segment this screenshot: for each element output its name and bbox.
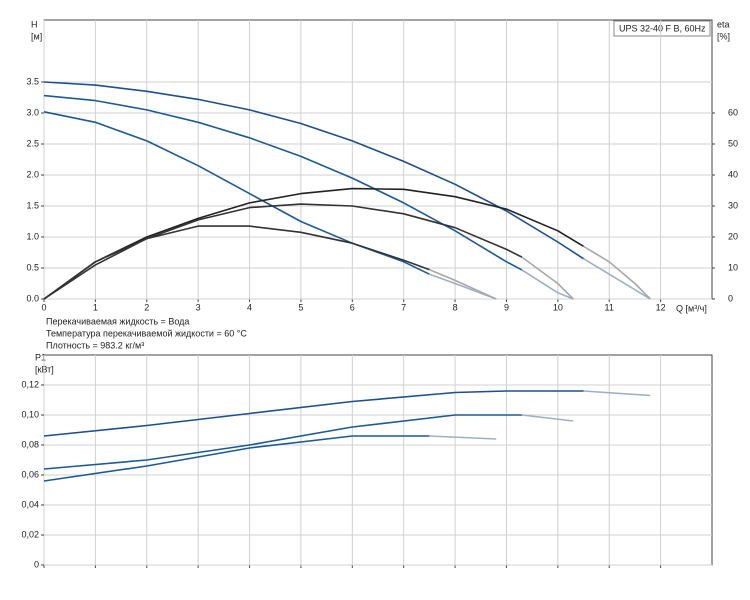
y2-tick-label: 60 — [728, 107, 738, 117]
note: Перекачиваемая жидкость = Вода — [46, 316, 189, 326]
curve — [521, 256, 574, 300]
x-label: Q [м³/ч] — [676, 303, 707, 313]
note: Плотность = 983.2 кг/м³ — [46, 340, 144, 350]
curve — [43, 111, 430, 275]
curve — [583, 390, 651, 397]
x-tick-label: 8 — [453, 302, 458, 312]
y-tick-label: 2.0 — [26, 169, 39, 179]
curve — [43, 414, 522, 470]
y2-tick-label: 10 — [728, 262, 738, 272]
y2-tick-label: 50 — [728, 138, 738, 148]
curve — [521, 414, 574, 422]
curve — [43, 435, 430, 482]
curve — [43, 81, 584, 260]
x-tick-label: 12 — [656, 302, 666, 312]
chart-title: UPS 32-40 F B, 60Hz — [619, 23, 706, 33]
curve — [43, 203, 523, 300]
x-tick-label: 10 — [553, 302, 563, 312]
y-label: P1 — [35, 352, 46, 362]
x-tick-label: 3 — [196, 302, 201, 312]
y-tick-label: 1.5 — [26, 200, 39, 210]
plot-frame — [43, 19, 713, 300]
x-tick-label: 2 — [144, 302, 149, 312]
x-tick-label: 7 — [401, 302, 406, 312]
curve — [521, 269, 574, 300]
y2-unit: [%] — [717, 31, 730, 41]
x-tick-label: 6 — [350, 302, 355, 312]
curve — [43, 187, 584, 300]
y-tick-label: 3.0 — [26, 107, 39, 117]
y-tick-label: 0.0 — [26, 293, 39, 303]
x-tick-label: 0 — [41, 302, 46, 312]
y-tick-label: 2.5 — [26, 138, 39, 148]
y-tick-label: 0,02 — [21, 529, 39, 539]
curve — [429, 435, 497, 440]
y-unit: [м] — [31, 31, 42, 41]
y2-label: eta — [717, 19, 730, 29]
y2-tick-label: 40 — [728, 169, 738, 179]
title-box — [613, 20, 711, 37]
y-tick-label: 3.5 — [26, 76, 39, 86]
curve — [43, 225, 430, 300]
x-tick-label: 1 — [93, 302, 98, 312]
y-tick-label: 0,06 — [21, 469, 39, 479]
y2-tick-label: 20 — [728, 231, 738, 241]
y2-tick-label: 30 — [728, 200, 738, 210]
curve — [429, 268, 497, 300]
x-tick-label: 4 — [247, 302, 252, 312]
note: Температура перекачиваемой жидкости = 60… — [46, 328, 247, 338]
x-tick-label: 11 — [605, 302, 614, 312]
y-tick-label: 0,12 — [21, 379, 39, 389]
y-tick-label: 0,08 — [21, 439, 39, 449]
y-tick-label: 0,10 — [21, 409, 39, 419]
curve — [43, 390, 584, 437]
curve — [43, 94, 523, 271]
y-tick-label: 0.5 — [26, 262, 39, 272]
y2-tick-label: 0 — [728, 293, 733, 303]
y-tick-label: 1.0 — [26, 231, 39, 241]
y-tick-label: 0 — [34, 559, 39, 569]
curve — [429, 273, 497, 300]
x-tick-label: 5 — [298, 302, 303, 312]
y-tick-label: 0,04 — [21, 499, 39, 509]
curve — [583, 258, 651, 300]
x-tick-label: 9 — [504, 302, 509, 312]
y-label: H — [31, 19, 38, 29]
curve — [583, 245, 651, 300]
